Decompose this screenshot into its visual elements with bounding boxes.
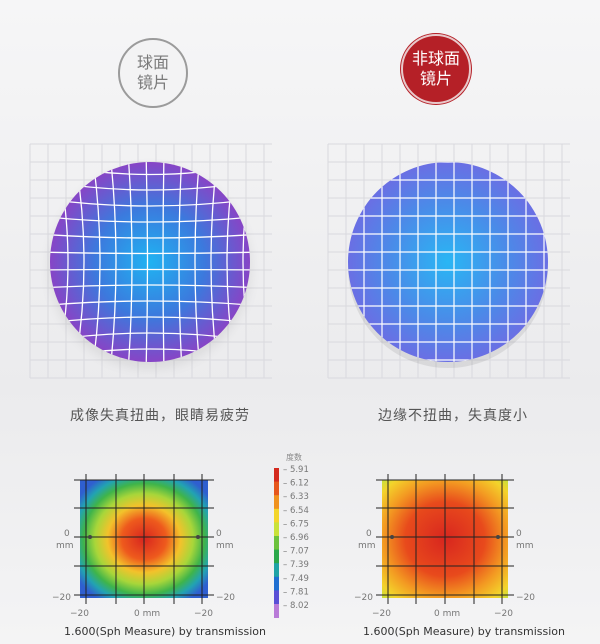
aspheric-badge-line1: 非球面: [411, 49, 460, 68]
y-tick-minus20: −20: [52, 593, 71, 603]
legend-title: 度数: [286, 452, 302, 462]
legend-swatch: [274, 549, 279, 564]
aspheric-caption: 边缘不扭曲，失真度小: [378, 408, 528, 424]
regular-grid: [348, 162, 548, 362]
legend-swatch: [274, 481, 279, 496]
legend-colorbar: [274, 468, 279, 618]
aspheric-map-caption: 1.600(Sph Measure) by transmission: [363, 625, 566, 638]
legend-value: – 5.91: [283, 465, 309, 475]
y-tick-right-minus20: −20: [216, 593, 235, 603]
spherical-map-caption: 1.600(Sph Measure) by transmission: [64, 625, 267, 638]
y-tick-right-minus20: −20: [516, 593, 535, 603]
map-grid: [376, 474, 514, 604]
y-tick-right-zero: 0: [216, 529, 222, 539]
legend-value: – 8.02: [283, 601, 309, 611]
y-tick-right-mm: mm: [516, 541, 534, 551]
x-tick-minus20-right: −20: [494, 609, 513, 619]
aspheric-lens-illustration: [327, 143, 570, 379]
y-tick-zero: 0: [64, 529, 70, 539]
legend-values: – 5.91 – 6.12 – 6.33 – 6.54 – 6.75 – 6.96 – 7.…: [283, 465, 309, 611]
aspheric-badge-line2: 镜片: [419, 69, 452, 88]
aspheric-power-map: 0 mm −20 0 mm −20 −20 0 mm −20: [354, 474, 535, 619]
legend-value: – 7.49: [283, 574, 309, 584]
aspheric-lens-disc: [348, 162, 548, 362]
x-tick-minus20-right: −20: [194, 609, 213, 619]
legend-value: – 6.33: [283, 492, 309, 502]
aspheric-lens-badge: 非球面 镜片: [401, 34, 471, 104]
legend-swatch: [274, 590, 279, 605]
map-grid: [74, 474, 214, 604]
spherical-caption: 成像失真扭曲，眼睛易疲劳: [70, 408, 250, 424]
legend-swatch: [274, 563, 279, 578]
legend-swatch: [274, 508, 279, 523]
legend-value: – 6.54: [283, 506, 309, 516]
legend-swatch: [274, 495, 279, 510]
legend-value: – 6.75: [283, 519, 309, 529]
y-tick-mm: mm: [358, 541, 376, 551]
legend-swatch: [274, 576, 279, 591]
legend-value: – 7.07: [283, 547, 309, 557]
x-tick-minus20: −20: [372, 609, 391, 619]
y-tick-mm: mm: [56, 541, 74, 551]
legend-value: – 6.96: [283, 533, 309, 543]
legend-value: – 7.81: [283, 587, 309, 597]
y-tick-minus20: −20: [354, 593, 373, 603]
spherical-badge-line2: 镜片: [136, 73, 169, 92]
legend-swatch: [274, 522, 279, 537]
x-tick-minus20: −20: [70, 609, 89, 619]
y-tick-right-mm: mm: [216, 541, 234, 551]
x-tick-zero-mm: 0 mm: [434, 609, 460, 619]
y-tick-right-zero: 0: [516, 529, 522, 539]
spherical-lens-distortion-illustration: [29, 143, 272, 379]
legend-swatch: [274, 536, 279, 551]
legend-swatch: [274, 604, 279, 618]
legend-value: – 6.12: [283, 479, 309, 489]
legend-swatch: [274, 468, 279, 483]
power-legend: 度数 – 5.91– 6.12– 6.33– 6.54– 6.75– 6.96–…: [274, 452, 309, 618]
spherical-power-map: 0 mm −20 0 mm −20 −20 0 mm −20: [52, 474, 235, 619]
legend-value: – 7.39: [283, 560, 309, 570]
spherical-lens-disc: [50, 162, 250, 362]
x-tick-zero-mm: 0 mm: [134, 609, 160, 619]
y-tick-zero: 0: [366, 529, 372, 539]
spherical-lens-badge: 球面 镜片: [118, 38, 188, 108]
spherical-badge-line1: 球面: [136, 53, 169, 72]
